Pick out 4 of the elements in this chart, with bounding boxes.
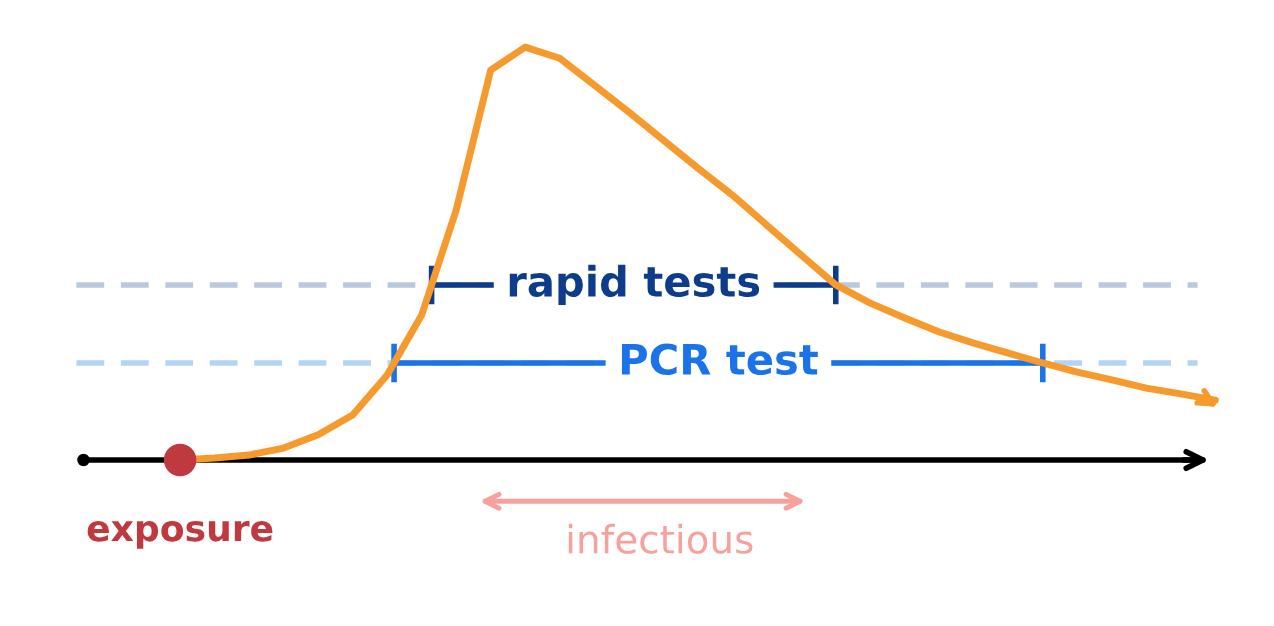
text: infectious — [568, 523, 753, 554]
text: exposure — [87, 520, 273, 549]
ref-line-label: PCR test — [621, 343, 818, 376]
ref-line-label: rapid tests — [509, 264, 760, 306]
